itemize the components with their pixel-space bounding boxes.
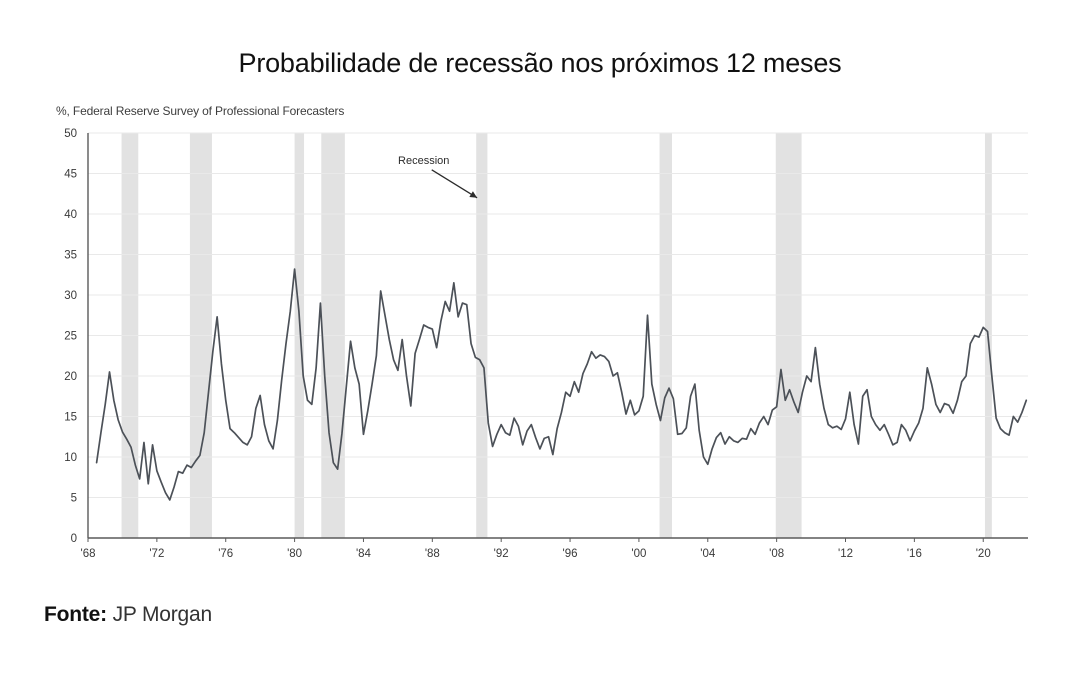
x-axis-tick-labels: '68 '72 '76 '80 '84 '88 '92 '96 '00 '04 '08 '12 '16 '… xyxy=(81,538,991,560)
x-tick-label: '92 xyxy=(494,548,509,560)
x-tick-label: '88 xyxy=(425,548,440,560)
recession-annotation-label: Recession xyxy=(398,155,449,167)
x-tick-label: '72 xyxy=(149,548,164,560)
y-tick-label: 40 xyxy=(64,209,77,221)
source-label: Fonte: xyxy=(44,603,107,626)
gridlines-group xyxy=(88,132,1028,498)
x-tick-label: '20 xyxy=(976,548,991,560)
chart-subtitle: %, Federal Reserve Survey of Professiona… xyxy=(56,104,345,118)
source-credit: Fonte: JP Morgan xyxy=(44,603,212,627)
y-tick-label: 25 xyxy=(64,331,77,343)
data-series-group xyxy=(95,268,1028,501)
x-tick-label: '76 xyxy=(218,548,233,560)
x-tick-label: '84 xyxy=(356,548,372,560)
x-tick-label: '00 xyxy=(631,548,646,560)
y-axis-tick-labels: 0 5 10 15 20 25 30 35 40 45 50 xyxy=(64,128,77,545)
recession-annotation-arrow-line xyxy=(431,169,478,199)
x-tick-label: '12 xyxy=(838,548,853,560)
x-tick-label: '08 xyxy=(769,548,784,560)
annotations-group: Recession xyxy=(398,155,478,199)
y-tick-label: 10 xyxy=(64,452,77,464)
y-tick-label: 15 xyxy=(64,412,77,424)
x-tick-label: '80 xyxy=(287,548,302,560)
y-tick-label: 5 xyxy=(71,493,77,505)
series-line xyxy=(95,268,1028,501)
y-tick-label: 35 xyxy=(64,250,77,262)
y-tick-label: 20 xyxy=(64,371,77,383)
x-tick-label: '68 xyxy=(81,548,96,560)
y-tick-label: 50 xyxy=(64,128,77,140)
source-value: JP Morgan xyxy=(112,603,213,626)
page-title: Probabilidade de recessão nos próximos 1… xyxy=(238,48,842,78)
x-tick-label: '04 xyxy=(700,548,716,560)
x-tick-label: '16 xyxy=(907,548,922,560)
y-tick-label: 0 xyxy=(71,533,77,545)
x-tick-label: '96 xyxy=(563,548,578,560)
y-tick-label: 30 xyxy=(64,290,77,302)
recession-annotation-arrowhead xyxy=(469,191,478,198)
axis-lines xyxy=(87,133,1028,539)
y-tick-label: 45 xyxy=(64,169,77,181)
